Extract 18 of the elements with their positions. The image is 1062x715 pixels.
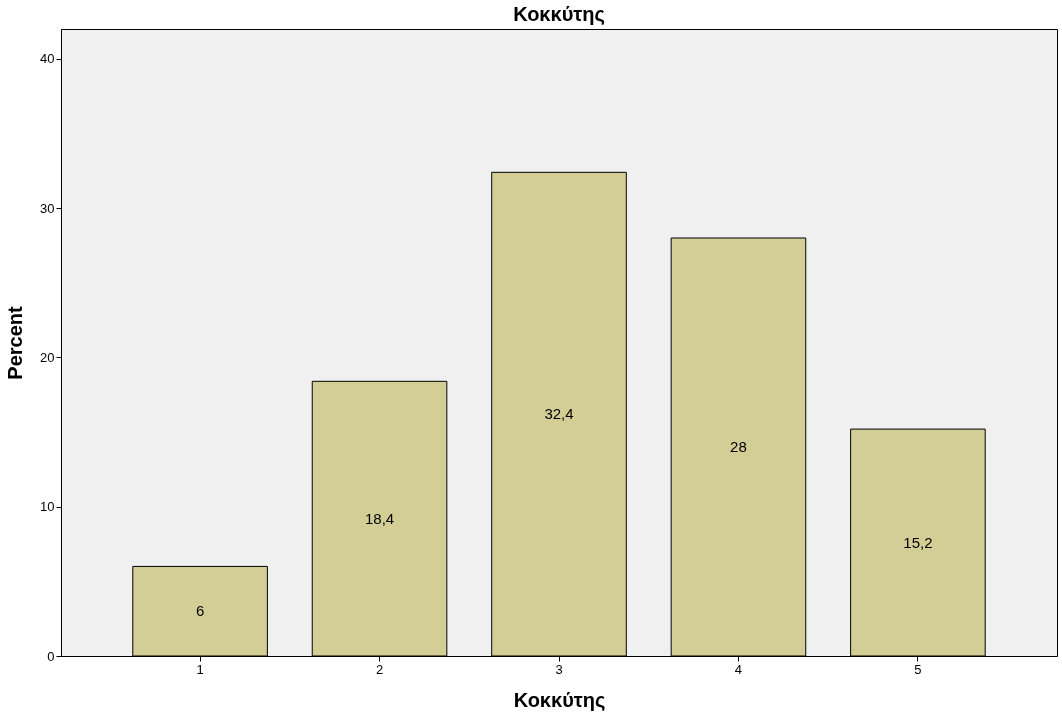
data-label: 6 bbox=[195, 602, 205, 620]
data-label: 18,4 bbox=[364, 509, 395, 527]
y-tick-label: 0 bbox=[47, 648, 55, 664]
data-label: 15,2 bbox=[903, 533, 933, 551]
y-tick-label: 30 bbox=[40, 200, 55, 216]
y-tick-label: 10 bbox=[40, 499, 55, 515]
x-tick-label: 5 bbox=[914, 661, 922, 677]
x-tick-label: 2 bbox=[375, 661, 384, 677]
x-tick-label: 3 bbox=[555, 661, 563, 677]
x-tick-label: 1 bbox=[196, 661, 204, 677]
y-tick-label: 40 bbox=[40, 51, 55, 67]
data-label: 28 bbox=[730, 438, 747, 455]
chart-title: Κοκκύτης bbox=[513, 3, 605, 25]
x-tick-label: 4 bbox=[734, 661, 743, 677]
y-axis-title: Percent bbox=[4, 305, 27, 380]
data-label: 32,4 bbox=[544, 405, 574, 423]
y-tick-label: 20 bbox=[40, 349, 55, 365]
x-axis-title: Κοκκύτης bbox=[513, 688, 606, 711]
